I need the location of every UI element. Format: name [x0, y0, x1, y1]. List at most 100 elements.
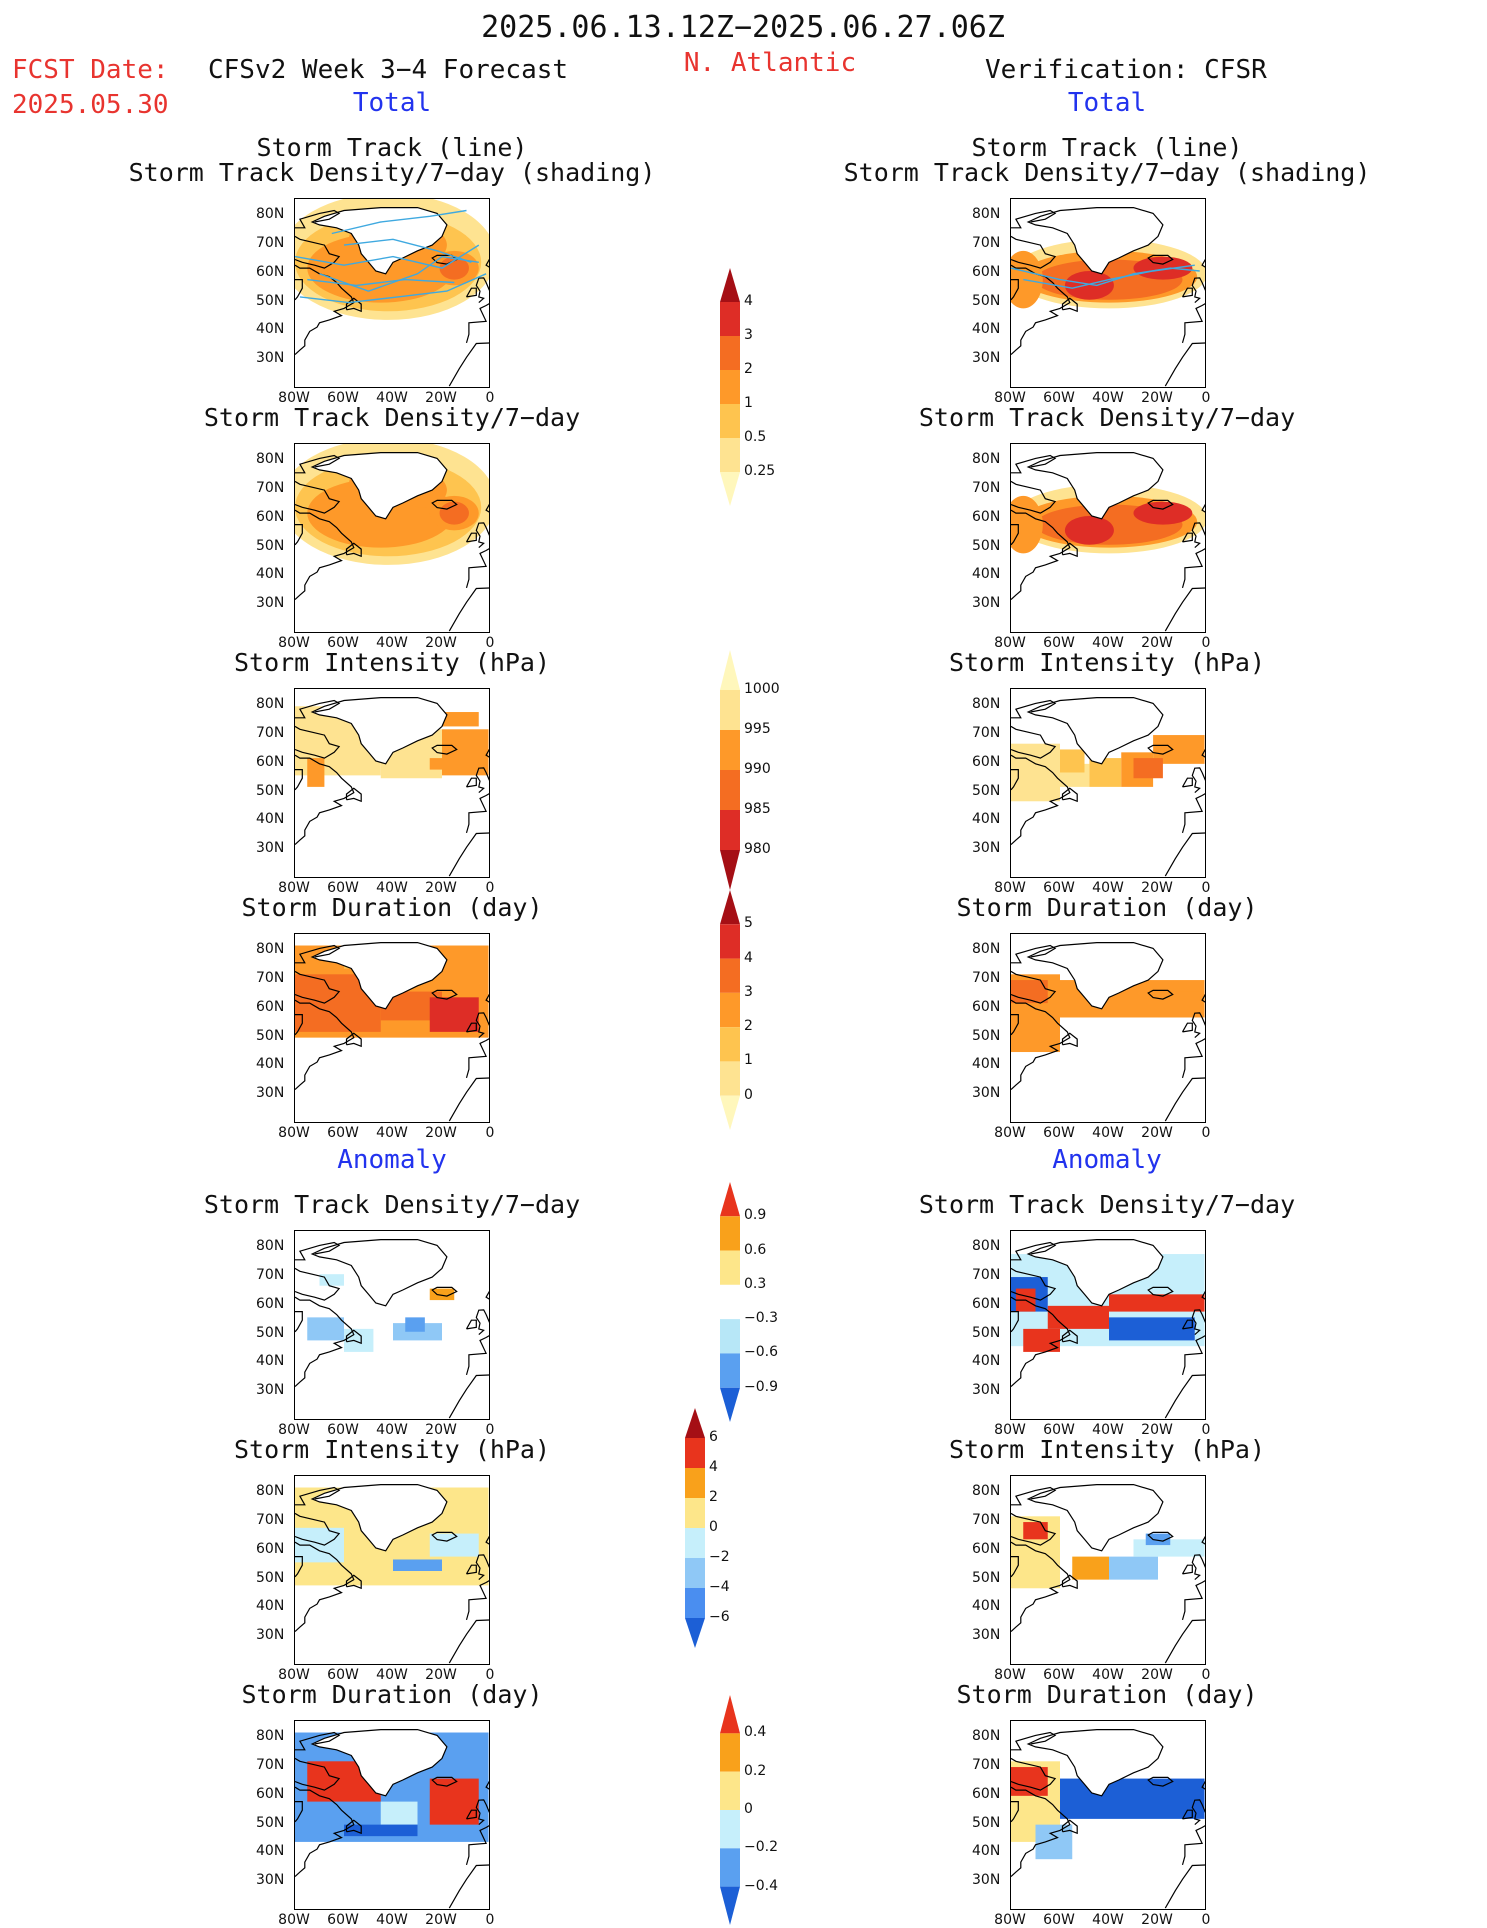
lat-tick-label: 50N: [972, 537, 1001, 554]
coastline: [295, 1486, 341, 1506]
lat-tick-label: 60N: [256, 753, 285, 770]
lat-tick-label: 60N: [256, 508, 285, 525]
lon-tick-label: 0: [1201, 1422, 1211, 1438]
map-panel-L3: [294, 688, 490, 878]
colorbar-label: 980: [744, 841, 771, 857]
lat-tick-label: 70N: [972, 725, 1001, 742]
lon-tick-label: 60W: [1043, 880, 1075, 896]
lon-tick-label: 0: [485, 390, 495, 406]
coastline: [1061, 1329, 1078, 1345]
lat-tick-label: 50N: [256, 292, 285, 309]
lon-tick-label: 60W: [327, 1422, 359, 1438]
colorbar-segment: [720, 336, 740, 370]
storm-track-line: [295, 244, 480, 269]
colorbar-label: 1: [744, 1052, 753, 1069]
coastline: [295, 454, 341, 474]
coastline: [345, 787, 362, 803]
lat-tick-label: 50N: [972, 1324, 1001, 1341]
coastline: [1061, 1819, 1078, 1835]
lon-tick-label: 20W: [425, 390, 457, 406]
lon-tick-label: 20W: [1141, 1667, 1173, 1683]
lon-tick-label: 60W: [1043, 1912, 1075, 1928]
colorbar-label: 4: [709, 1459, 718, 1475]
lat-tick-label: 80N: [972, 1483, 1001, 1500]
lat-tick-label: 50N: [256, 782, 285, 799]
coastline: [465, 287, 477, 298]
coastline: [310, 697, 448, 765]
coastline: [1191, 1554, 1205, 1581]
lon-tick-label: 80W: [994, 1125, 1026, 1141]
shade-region: [1023, 1522, 1048, 1540]
verification-title: Verification: CFSR: [985, 55, 1267, 85]
shade-region: [1109, 1317, 1195, 1341]
lat-tick-label: 70N: [256, 235, 285, 252]
coastline: [431, 744, 458, 755]
coastline: [1164, 587, 1205, 632]
right-anomaly-label: Anomaly: [1052, 1145, 1162, 1175]
colorbar-label: 0: [709, 1519, 718, 1535]
coastline: [295, 970, 341, 1004]
coastline: [295, 699, 341, 719]
lon-tick-label: 40W: [376, 880, 408, 896]
lat-tick-label: 30N: [972, 1872, 1001, 1889]
lon-tick-label: 0: [1201, 635, 1211, 651]
coastline: [475, 277, 489, 304]
colorbar-label: 0.5: [744, 429, 767, 445]
coastline: [1191, 1799, 1205, 1826]
coastline: [1011, 1786, 1071, 1877]
lon-tick-label: 0: [485, 1667, 495, 1683]
lat-tick-label: 60N: [256, 1785, 285, 1802]
colorbar-label: 5: [744, 915, 753, 932]
lon-tick-label: 80W: [278, 1422, 310, 1438]
shade-region: [1109, 1294, 1205, 1312]
shade-region: [1064, 515, 1114, 545]
lat-tick-label: 50N: [972, 782, 1001, 799]
coastline: [1011, 1541, 1071, 1632]
shade-region: [1133, 758, 1163, 779]
coastline: [1011, 1310, 1019, 1333]
lat-tick-label: 80N: [972, 941, 1001, 958]
coastline: [295, 768, 303, 791]
lat-tick-label: 60N: [972, 1540, 1001, 1557]
R5-title: Storm Track Density/7−day: [918, 1190, 1296, 1219]
colorbar-label: −0.6: [744, 1344, 778, 1361]
colorbar-segment: [720, 730, 740, 770]
lat-tick-label: 40N: [972, 321, 1001, 338]
lon-tick-label: 80W: [278, 390, 310, 406]
shade-region: [1023, 1328, 1060, 1352]
shade-region: [307, 1317, 344, 1341]
lon-tick-label: 60W: [327, 635, 359, 651]
lon-tick-label: 40W: [376, 635, 408, 651]
coastline: [1061, 297, 1078, 313]
storm-track-line: [343, 238, 472, 263]
coastline: [1191, 277, 1205, 304]
coastline: [295, 278, 303, 301]
colorbar-segment: [720, 1284, 740, 1320]
colorbar-label: 3: [744, 327, 753, 343]
lat-tick-label: 40N: [256, 1843, 285, 1860]
coastline: [1011, 725, 1057, 759]
lat-tick-label: 60N: [256, 1295, 285, 1312]
L1-title-line: Storm Track (line): [256, 133, 528, 162]
lon-tick-label: 40W: [376, 1125, 408, 1141]
lat-tick-label: 50N: [256, 1324, 285, 1341]
coastline: [1147, 744, 1174, 755]
shade-region: [405, 1317, 425, 1332]
coastline: [295, 523, 303, 546]
coastline: [345, 297, 362, 313]
colorbar-segment: [720, 268, 740, 302]
colorbar-segment: [720, 1886, 740, 1925]
coastline: [465, 1022, 477, 1033]
lon-tick-label: 0: [485, 1422, 495, 1438]
lat-tick-label: 30N: [256, 1085, 285, 1102]
coastline: [1011, 1296, 1071, 1387]
shade-region: [1035, 1824, 1073, 1860]
lon-tick-label: 60W: [327, 1667, 359, 1683]
lat-tick-label: 50N: [972, 292, 1001, 309]
lon-tick-label: 0: [485, 1125, 495, 1141]
colorbar-segment: [720, 924, 740, 959]
colorbar-segment: [720, 690, 740, 730]
lat-tick-label: 80N: [256, 1238, 285, 1255]
lon-tick-label: 0: [1201, 1667, 1211, 1683]
colorbar-segment: [720, 1216, 740, 1251]
